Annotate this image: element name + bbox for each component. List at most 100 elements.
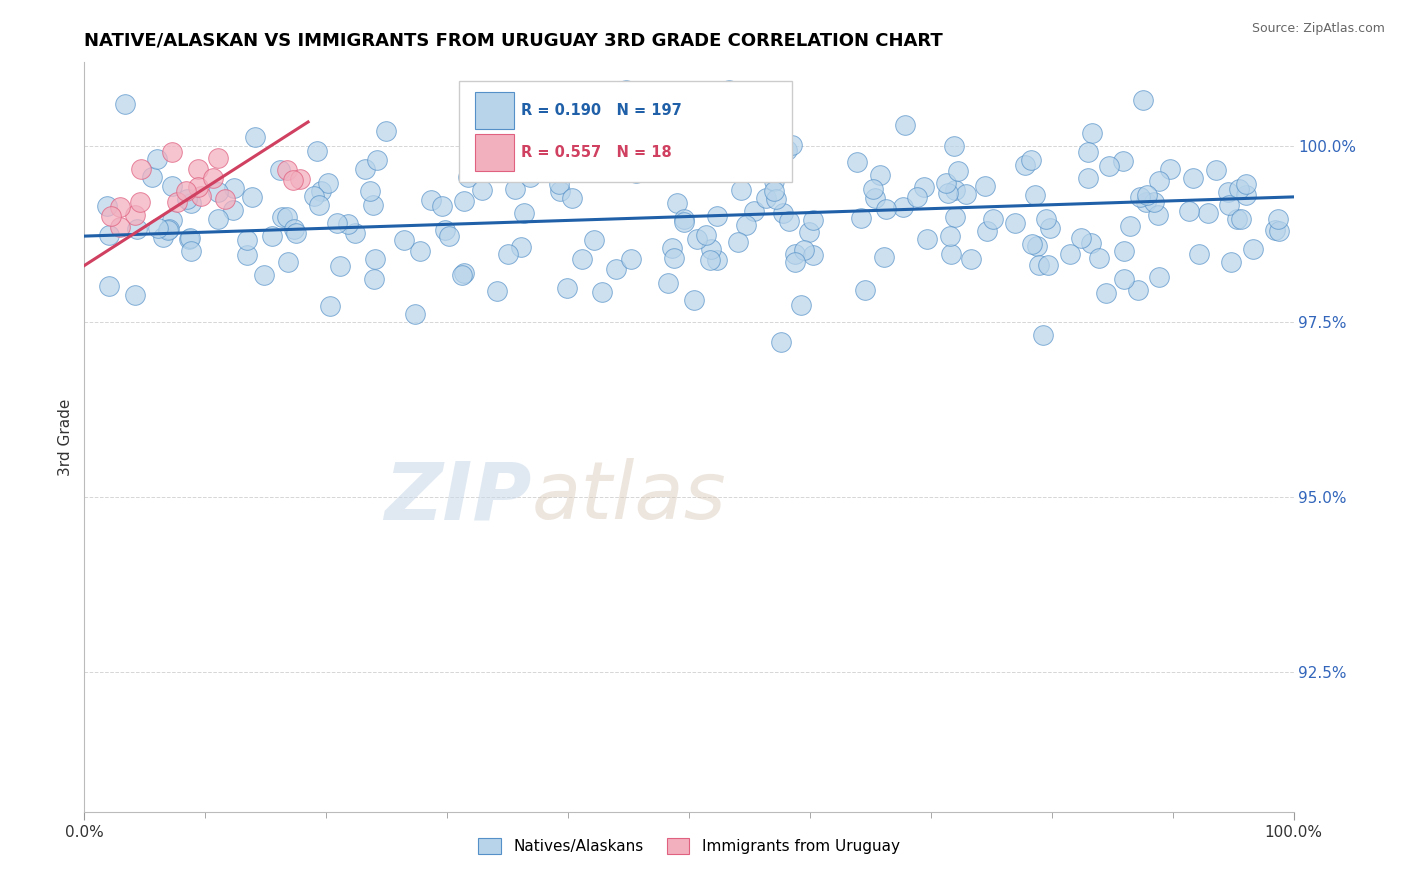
Point — [453, 267, 475, 281]
Point — [124, 208, 146, 222]
Point — [1147, 208, 1170, 222]
Point — [180, 195, 202, 210]
Point — [1147, 270, 1170, 285]
Point — [108, 220, 131, 235]
Point — [672, 214, 695, 228]
Point — [935, 176, 957, 190]
Point — [127, 222, 149, 236]
Point — [366, 153, 388, 168]
Point — [801, 212, 824, 227]
Point — [285, 226, 308, 240]
Point — [555, 281, 578, 295]
Point — [1205, 163, 1227, 178]
Point — [433, 222, 456, 236]
Point — [374, 123, 396, 137]
Point — [485, 284, 508, 298]
Point — [626, 165, 648, 179]
Point — [114, 97, 136, 112]
Point — [576, 153, 599, 167]
Text: NATIVE/ALASKAN VS IMMIGRANTS FROM URUGUAY 3RD GRADE CORRELATION CHART: NATIVE/ALASKAN VS IMMIGRANTS FROM URUGUA… — [84, 32, 943, 50]
Point — [124, 288, 146, 302]
Point — [316, 176, 339, 190]
Point — [269, 163, 291, 178]
Point — [288, 172, 311, 186]
Point — [457, 169, 479, 184]
Point — [1129, 190, 1152, 204]
Point — [222, 181, 245, 195]
Point — [276, 210, 298, 224]
Point — [437, 229, 460, 244]
Point — [283, 222, 305, 236]
Point — [862, 181, 884, 195]
Point — [1135, 195, 1157, 210]
Point — [179, 230, 201, 244]
Point — [1028, 258, 1050, 272]
Point — [672, 212, 695, 227]
Point — [252, 268, 274, 282]
Point — [941, 247, 963, 261]
Point — [214, 192, 236, 206]
Point — [419, 194, 441, 208]
Point — [326, 216, 349, 230]
Point — [706, 252, 728, 267]
Point — [276, 163, 298, 178]
Point — [981, 212, 1004, 227]
Point — [943, 183, 966, 197]
Point — [496, 246, 519, 260]
Point — [309, 184, 332, 198]
Point — [955, 186, 977, 201]
Point — [1014, 158, 1036, 172]
Point — [666, 196, 689, 211]
Point — [180, 244, 202, 258]
Point — [359, 184, 381, 198]
Point — [1026, 239, 1049, 253]
Point — [789, 298, 811, 312]
Point — [236, 248, 259, 262]
Point — [160, 213, 183, 227]
Point — [769, 334, 792, 349]
Point — [1132, 93, 1154, 107]
Point — [96, 199, 118, 213]
Point — [1098, 159, 1121, 173]
Point — [571, 252, 593, 266]
Point — [270, 210, 292, 224]
Point — [430, 199, 453, 213]
Point — [706, 209, 728, 223]
Point — [240, 190, 263, 204]
Point — [160, 179, 183, 194]
Point — [582, 233, 605, 247]
Point — [672, 142, 695, 156]
Point — [146, 152, 169, 166]
Point — [156, 223, 179, 237]
Point — [912, 180, 935, 194]
Point — [1181, 171, 1204, 186]
Point — [129, 195, 152, 210]
Point — [190, 188, 212, 202]
Point — [661, 241, 683, 255]
FancyBboxPatch shape — [475, 92, 513, 128]
Point — [865, 191, 887, 205]
Point — [179, 232, 201, 246]
Point — [176, 192, 198, 206]
Point — [763, 184, 786, 198]
Point — [619, 252, 641, 266]
Point — [471, 184, 494, 198]
Point — [1128, 283, 1150, 297]
Point — [394, 233, 416, 247]
Point — [1147, 174, 1170, 188]
Point — [727, 235, 749, 249]
Legend: Natives/Alaskans, Immigrants from Uruguay: Natives/Alaskans, Immigrants from Urugua… — [472, 832, 905, 860]
Point — [943, 139, 966, 153]
Point — [308, 198, 330, 212]
Point — [281, 172, 304, 186]
Point — [277, 254, 299, 268]
FancyBboxPatch shape — [475, 134, 513, 170]
Point — [1143, 195, 1166, 210]
Point — [1188, 247, 1211, 261]
Point — [187, 179, 209, 194]
Point — [1004, 216, 1026, 230]
Text: R = 0.557   N = 18: R = 0.557 N = 18 — [520, 145, 672, 160]
Point — [1080, 235, 1102, 250]
Point — [108, 200, 131, 214]
Point — [664, 251, 686, 265]
